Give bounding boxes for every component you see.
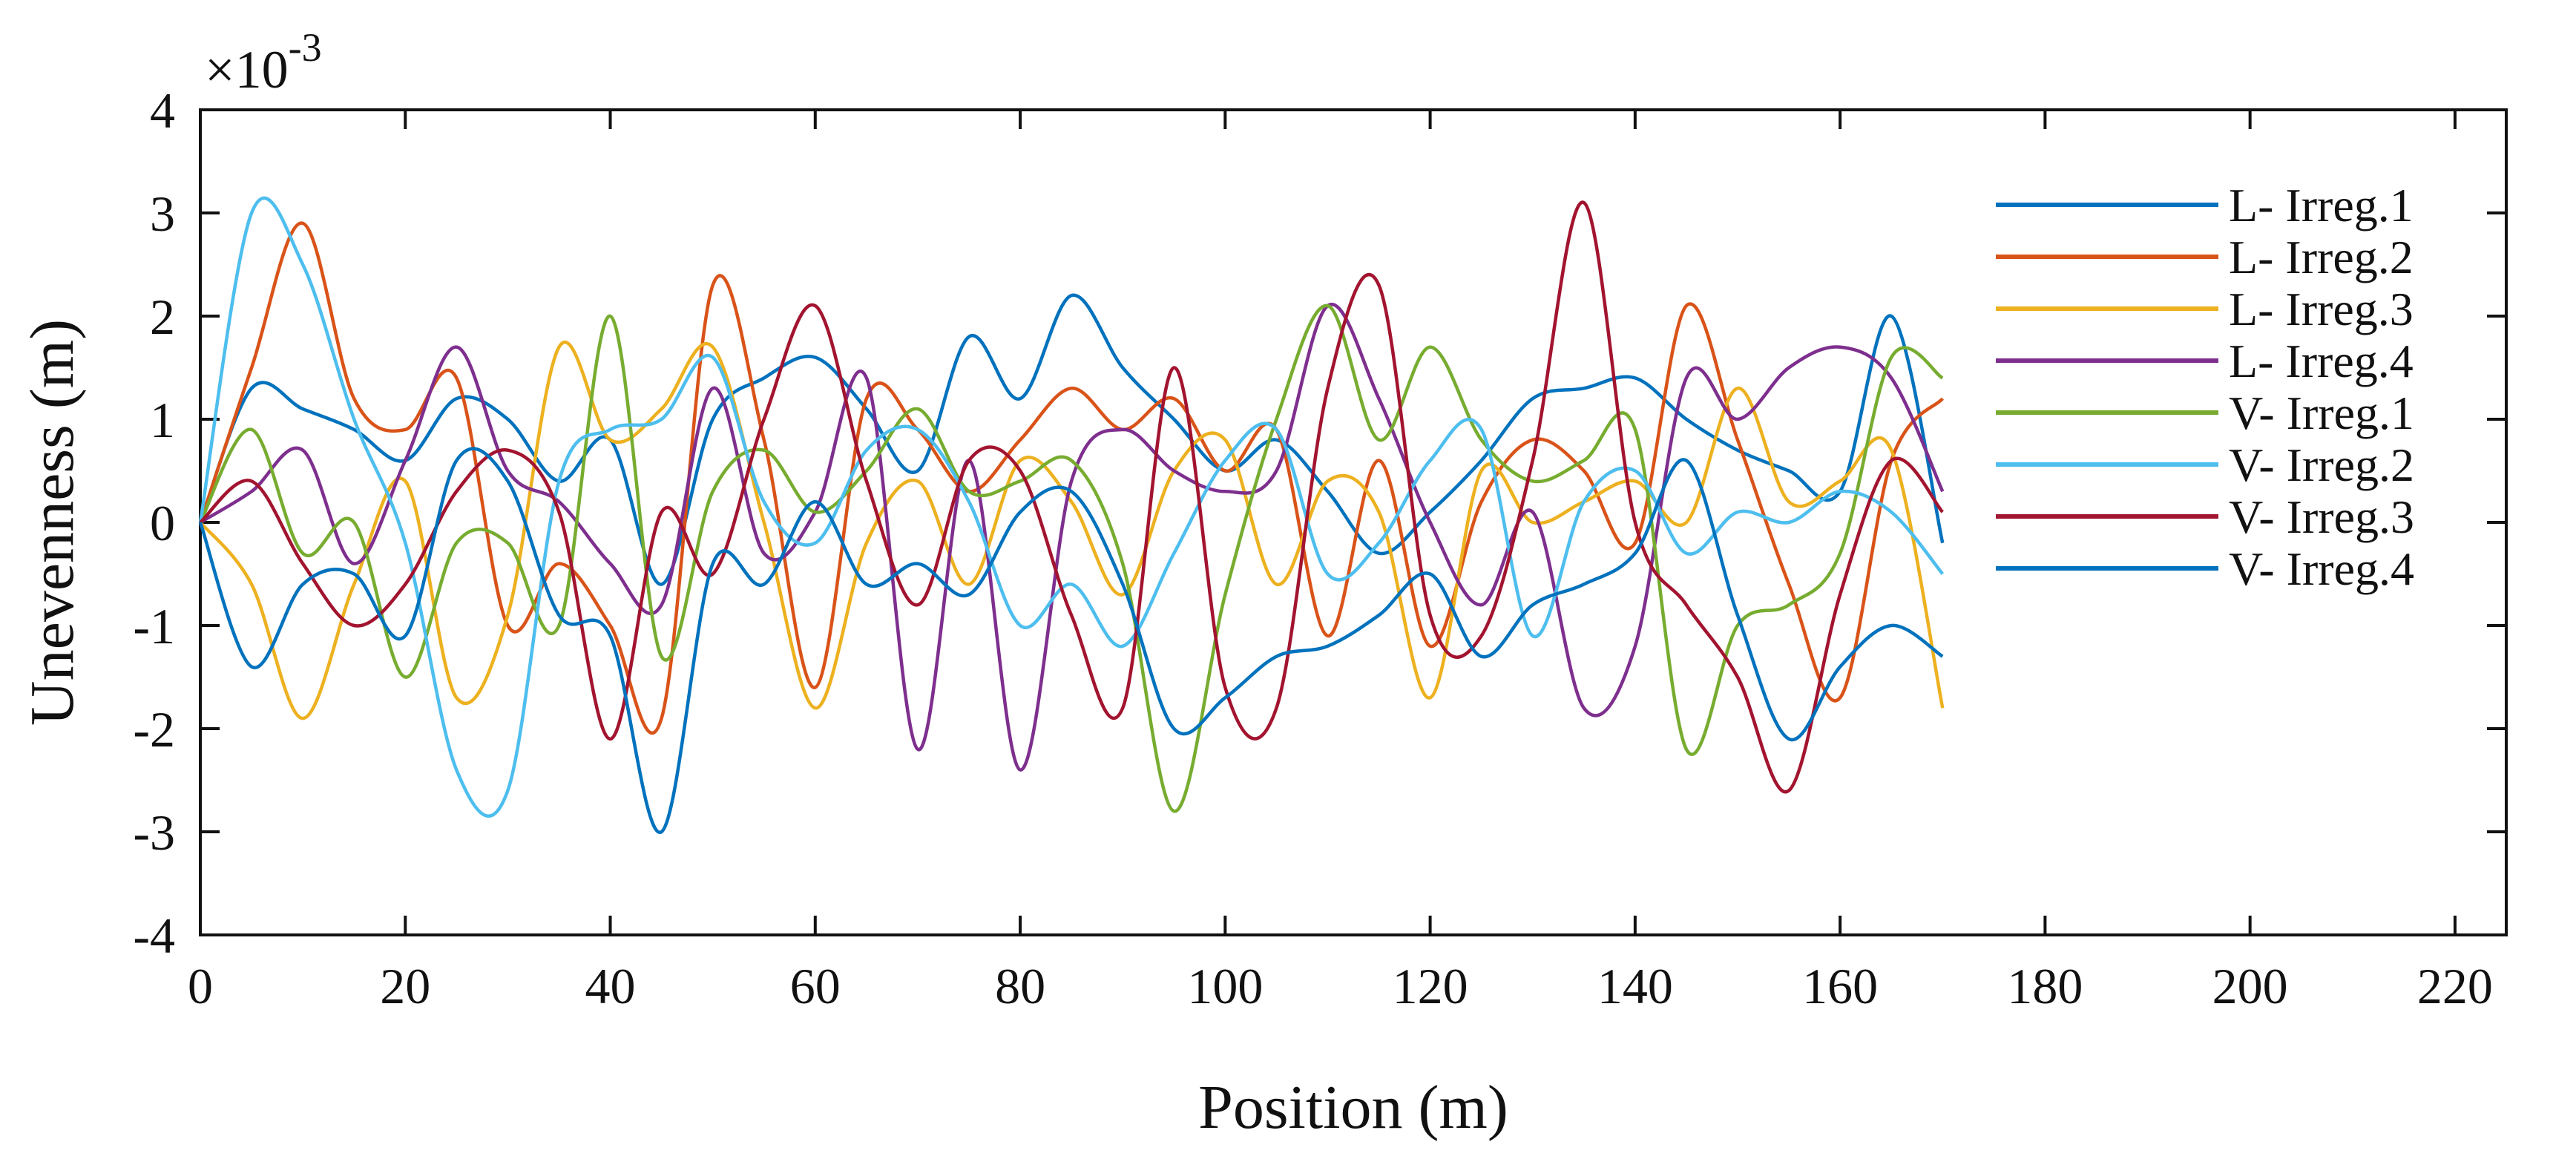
x-tick-label: 40 [585,958,636,1014]
legend-label: L- Irreg.2 [2229,231,2414,283]
legend-label: V- Irreg.4 [2229,542,2414,595]
y-tick-labels: -4 -3 -2 -1 0 1 2 3 4 [133,82,175,964]
y-axis-title: Unevenness (m) [18,319,87,726]
y-exponent-power: -3 [289,25,322,70]
x-tick-label: 220 [2417,958,2493,1014]
x-tick-label: 60 [790,958,841,1014]
legend-label: V- Irreg.1 [2229,387,2414,439]
legend-label: V- Irreg.3 [2229,490,2414,543]
axis-ticks [199,108,2506,936]
y-tick-label: -2 [133,701,175,758]
y-tick-label: 2 [150,289,175,345]
legend-label: L- Irreg.4 [2229,335,2414,387]
x-tick-label: 180 [2007,958,2083,1014]
x-tick-label: 80 [995,958,1045,1014]
x-tick-label: 120 [1393,958,1468,1014]
x-tick-labels: 0 20 40 60 80 100 120 140 160 180 200 220 [188,958,2493,1014]
legend-label: L- Irreg.1 [2229,179,2414,232]
series-layer [198,196,1945,834]
x-axis-title: Position (m) [1198,1073,1508,1142]
series-line-8 [198,447,1944,834]
y-tick-label: -3 [133,804,175,861]
series-line-4 [199,303,1945,772]
y-exponent-label: ×10-3 [205,25,322,99]
y-tick-label: -1 [133,598,175,654]
y-tick-label: 4 [150,82,175,139]
legend-label: V- Irreg.2 [2229,439,2414,491]
x-tick-label: 160 [1802,958,1878,1014]
x-tick-label: 200 [2212,958,2288,1014]
legend: L- Irreg.1L- Irreg.2L- Irreg.3L- Irreg.4… [1996,179,2414,595]
x-tick-label: 100 [1187,958,1263,1014]
y-tick-label: 0 [150,495,175,551]
y-tick-label: 1 [150,392,175,448]
series-line-7 [199,200,1945,794]
y-tick-label: -4 [133,907,175,964]
x-tick-label: 140 [1597,958,1673,1014]
plot-area [199,108,2508,936]
series-line-6 [198,196,1945,818]
legend-label: L- Irreg.3 [2229,283,2414,335]
series-line-2 [198,221,1945,735]
series-line-5 [199,303,1944,813]
y-tick-label: 3 [150,186,175,242]
x-tick-label: 0 [188,958,213,1014]
x-tick-label: 20 [380,958,430,1014]
